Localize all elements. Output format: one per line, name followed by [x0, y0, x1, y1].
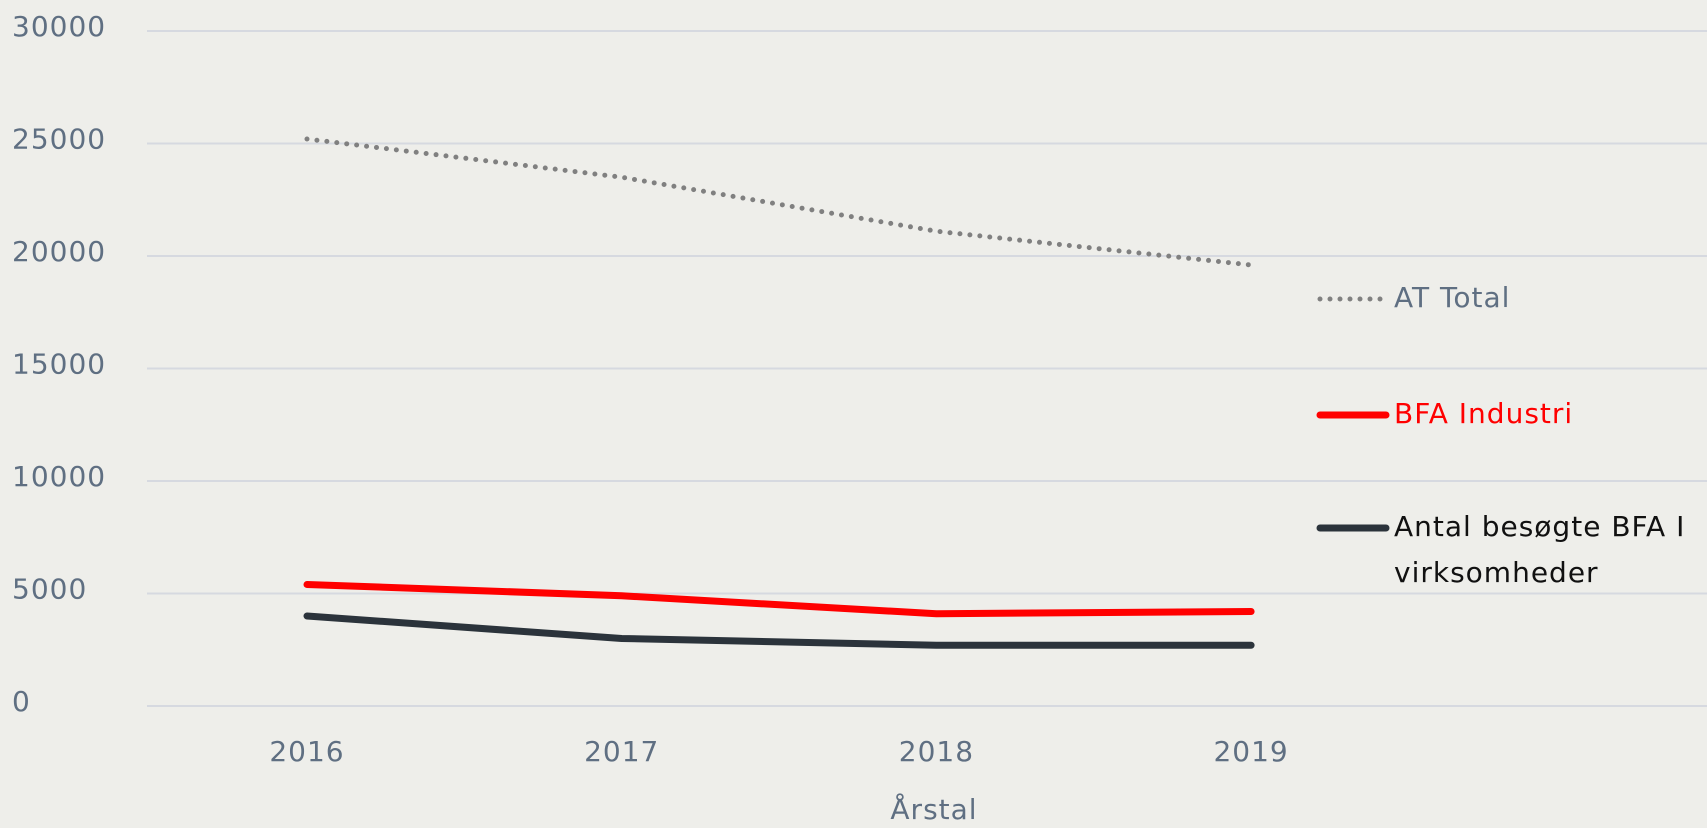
y-tick-label: 25000 [12, 123, 106, 156]
x-axis-label: Årstal [890, 792, 977, 826]
x-tick-label: 2016 [269, 735, 344, 768]
series-line [303, 612, 1255, 649]
legend-label: Antal besøgte BFA I virksomheder [1394, 510, 1686, 589]
y-tick-label: 5000 [12, 573, 87, 606]
x-tick-label: 2017 [584, 735, 659, 768]
series-line [304, 136, 1254, 268]
y-tick-label: 15000 [12, 348, 106, 381]
x-tick-label: 2018 [899, 735, 974, 768]
legend-label: AT Total [1394, 281, 1511, 314]
series-line [303, 581, 1255, 618]
legend-label: BFA Industri [1394, 397, 1574, 430]
y-tick-label: 0 [12, 685, 31, 718]
y-tick-label: 10000 [12, 460, 106, 493]
x-tick-label: 2019 [1213, 735, 1288, 768]
y-tick-label: 20000 [12, 235, 106, 268]
y-tick-label: 30000 [12, 10, 106, 43]
